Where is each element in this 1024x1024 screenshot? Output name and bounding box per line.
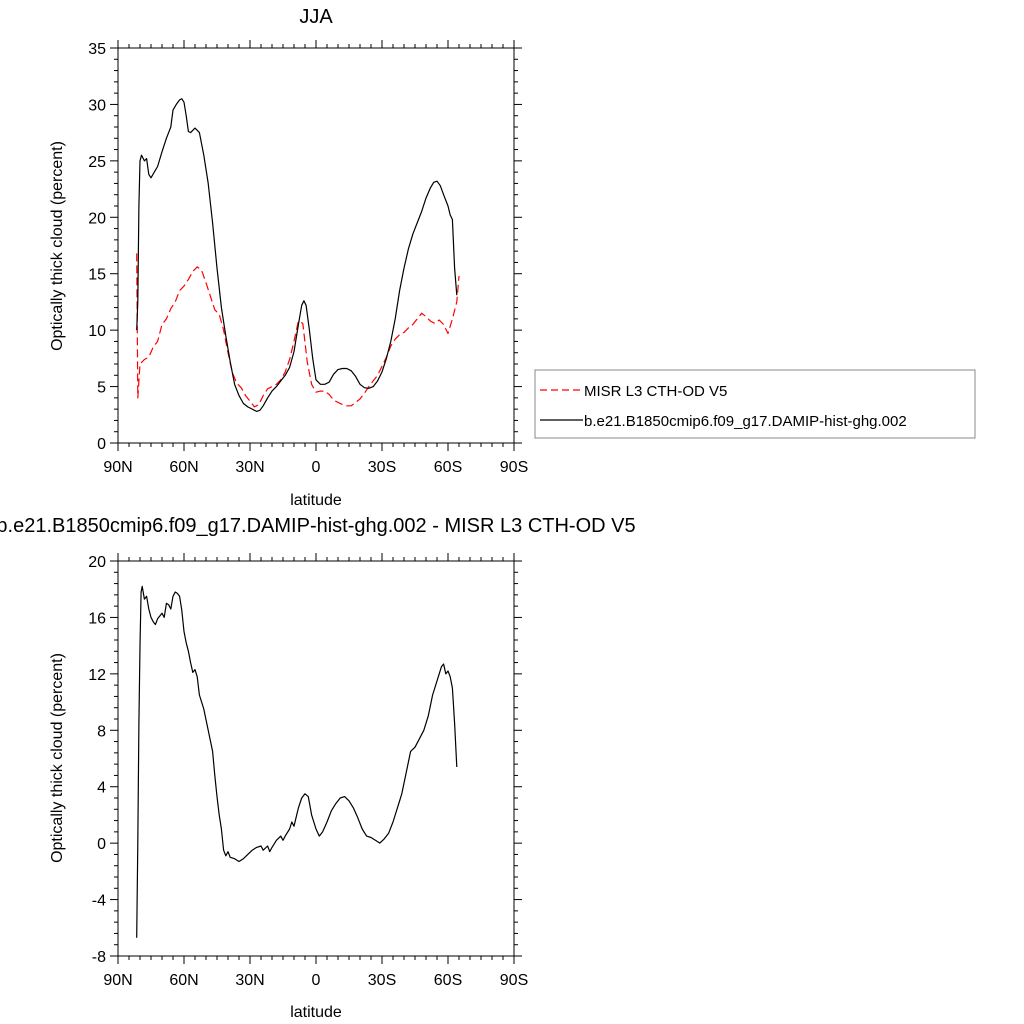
y-axis-label: Optically thick cloud (percent) xyxy=(49,653,66,863)
x-tick-label: 0 xyxy=(312,972,321,989)
y-tick-label: 4 xyxy=(97,780,106,797)
legend-label-misr: MISR L3 CTH-OD V5 xyxy=(584,383,727,400)
y-tick-label: 5 xyxy=(97,380,106,397)
legend: MISR L3 CTH-OD V5 b.e21.B1850cmip6.f09_g… xyxy=(534,369,976,439)
x-tick-label: 60S xyxy=(434,972,462,989)
series-group xyxy=(136,98,460,412)
y-tick-label: 35 xyxy=(88,41,106,58)
series-group xyxy=(136,585,458,938)
tick-marks xyxy=(110,40,522,451)
y-tick-label: 15 xyxy=(88,267,106,284)
plot-frame xyxy=(117,560,515,957)
panel-top: JJA Optically thick cloud (percent) lati… xyxy=(49,6,528,509)
tick-labels: 90N 60N 30N 0 30S 60S 90S 0 5 10 15 20 25 30 35 xyxy=(88,41,528,476)
y-tick-label: 16 xyxy=(88,610,106,627)
x-axis-label: latitude xyxy=(290,492,342,509)
series-line-difference xyxy=(136,585,458,938)
panel-bottom: b.e21.B1850cmip6.f09_g17.DAMIP-hist-ghg.… xyxy=(0,515,636,1021)
x-tick-label: 30S xyxy=(368,972,396,989)
tick-marks xyxy=(110,553,522,964)
series-line-model xyxy=(136,98,458,412)
y-tick-label: 25 xyxy=(88,154,106,171)
x-tick-label: 90S xyxy=(500,459,528,476)
x-tick-label: 60N xyxy=(169,972,198,989)
y-tick-label: 0 xyxy=(97,436,106,453)
x-tick-label: 90N xyxy=(103,972,132,989)
y-tick-label: 10 xyxy=(88,323,106,340)
x-tick-label: 30N xyxy=(235,972,264,989)
y-tick-label: 8 xyxy=(97,723,106,740)
y-tick-label: 30 xyxy=(88,97,106,114)
y-tick-label: 0 xyxy=(97,836,106,853)
x-tick-label: 90N xyxy=(103,459,132,476)
y-axis-label: Optically thick cloud (percent) xyxy=(49,141,66,351)
chart-title: b.e21.B1850cmip6.f09_g17.DAMIP-hist-ghg.… xyxy=(0,515,636,537)
x-tick-label: 30S xyxy=(368,459,396,476)
y-tick-label: 12 xyxy=(88,667,106,684)
x-axis-label: latitude xyxy=(290,1004,342,1021)
y-tick-label: -8 xyxy=(92,949,106,966)
plot-frame xyxy=(117,47,515,444)
chart-title: JJA xyxy=(299,6,333,28)
legend-box xyxy=(534,369,976,439)
x-tick-label: 90S xyxy=(500,972,528,989)
x-tick-label: 30N xyxy=(235,459,264,476)
x-tick-label: 60S xyxy=(434,459,462,476)
x-tick-label: 0 xyxy=(312,459,321,476)
x-tick-label: 60N xyxy=(169,459,198,476)
y-tick-label: 20 xyxy=(88,210,106,227)
y-tick-label: 20 xyxy=(88,554,106,571)
tick-labels: 90N 60N 30N 0 30S 60S 90S -8 -4 0 4 8 12 16 20 xyxy=(88,554,528,989)
legend-label-model: b.e21.B1850cmip6.f09_g17.DAMIP-hist-ghg.… xyxy=(584,413,907,430)
series-line-misr xyxy=(136,253,460,408)
y-tick-label: -4 xyxy=(92,893,106,910)
